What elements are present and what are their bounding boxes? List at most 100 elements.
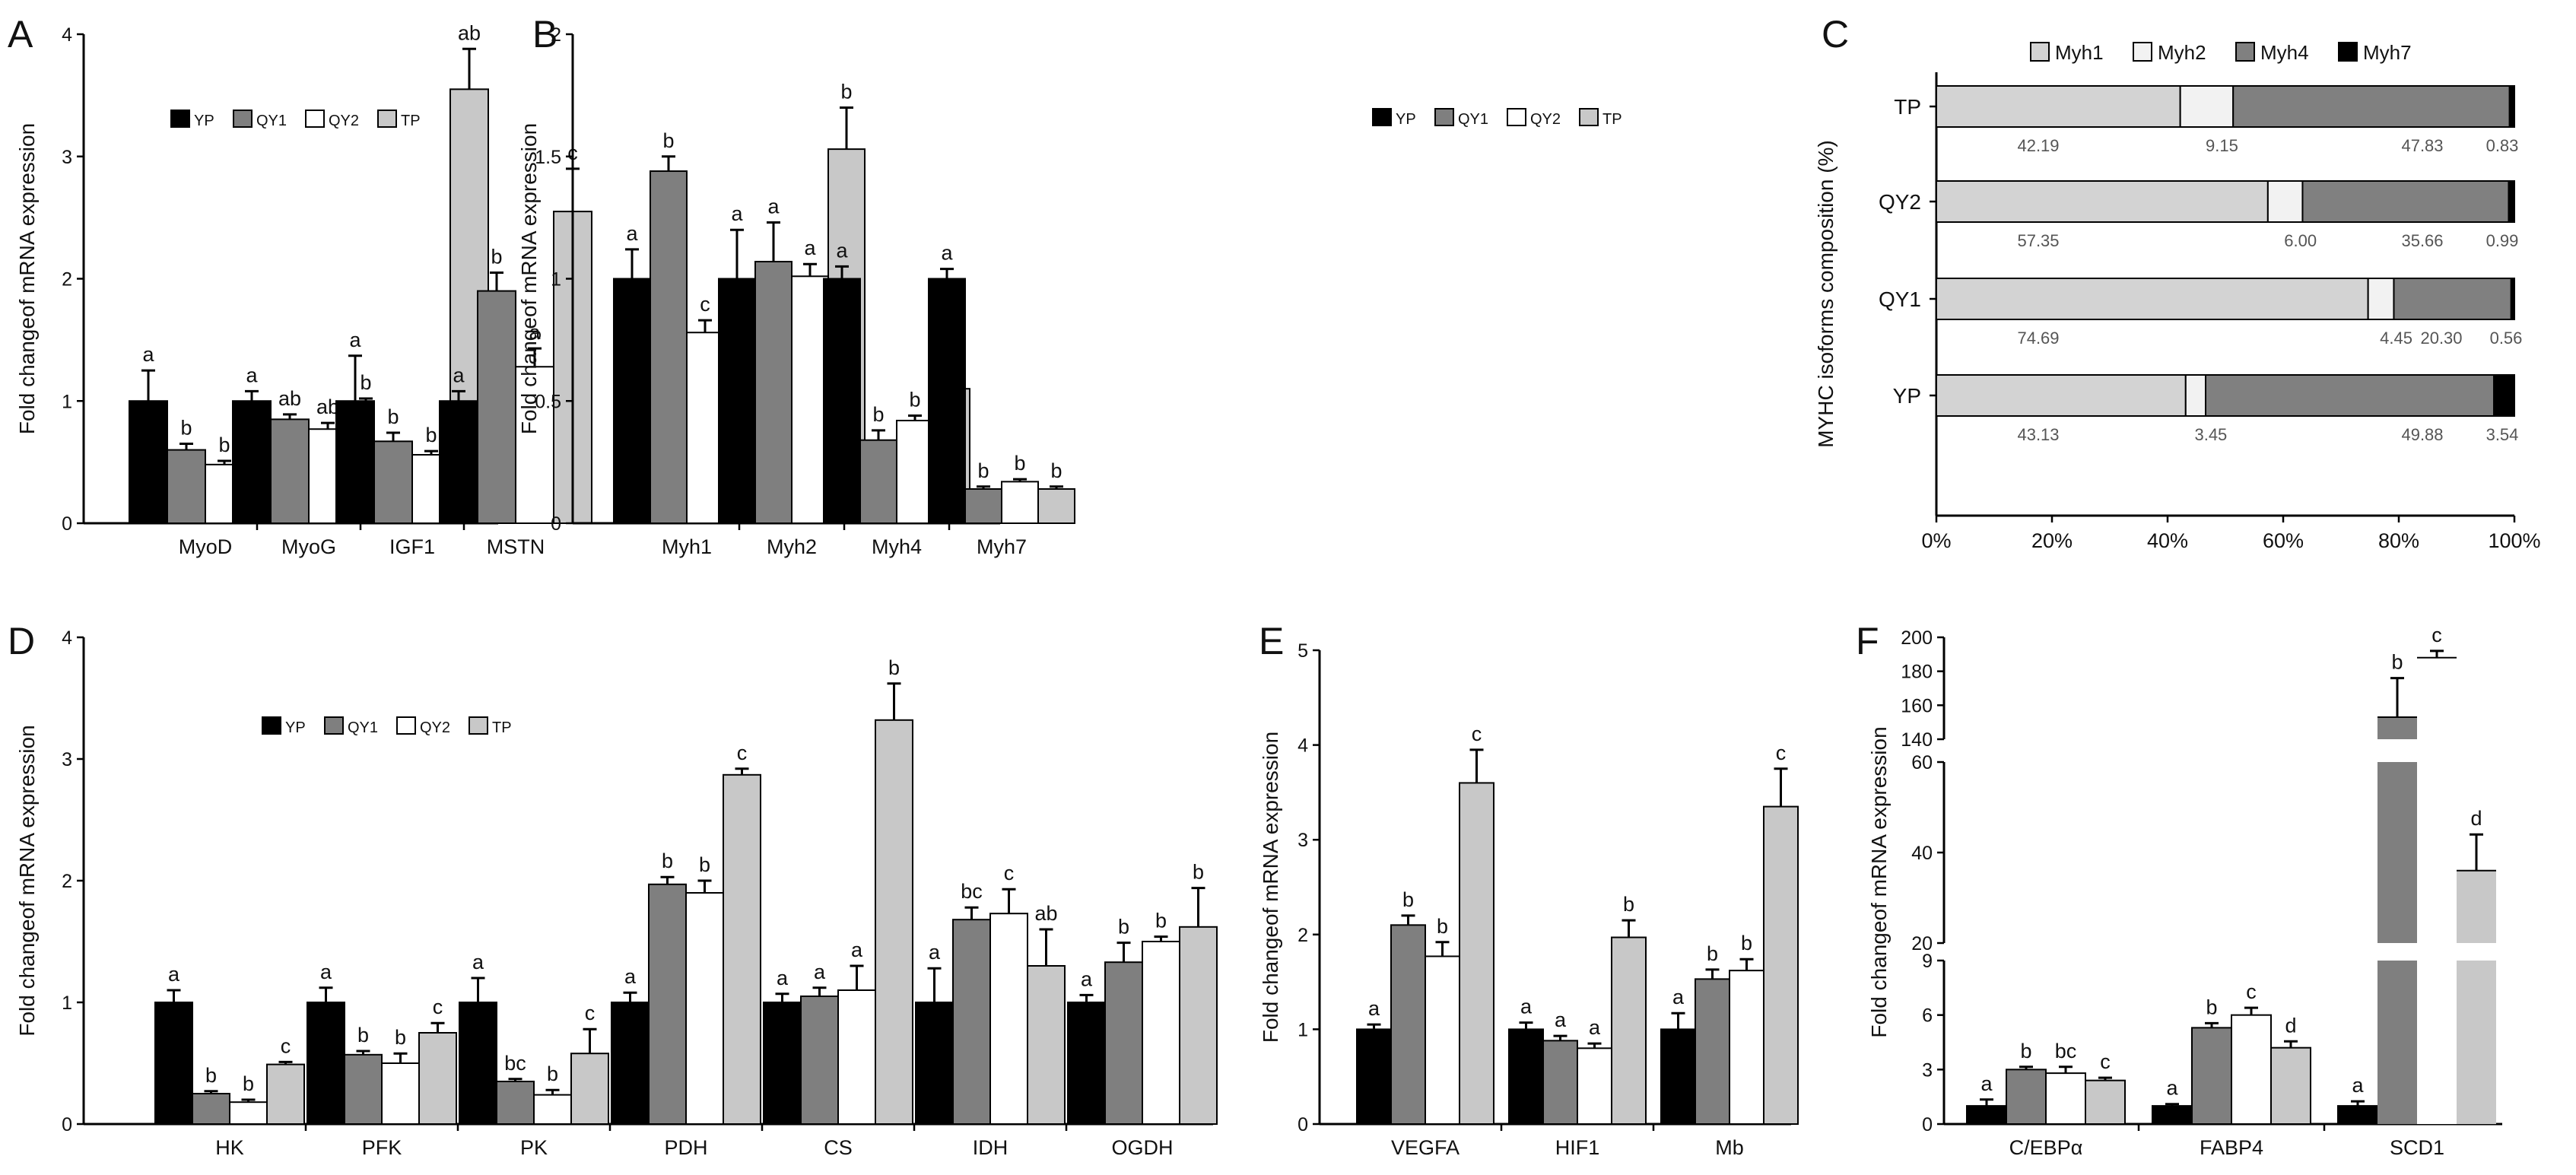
significance-letter: b (662, 849, 673, 872)
y-tick-label: 1 (1298, 1019, 1308, 1040)
significance-letter: c (281, 1034, 291, 1057)
significance-letter: bc (504, 1052, 526, 1075)
significance-letter: b (1155, 910, 1167, 932)
bar-qy1 (496, 1081, 535, 1125)
significance-letter: a (453, 364, 465, 386)
significance-letter: b (205, 1064, 217, 1087)
panel-C: C 0% 20% 40% 60% 80% 100% MYHC isoforms composi… (1814, 13, 2541, 552)
significance-letter: a (836, 239, 848, 262)
y-tick-label: 3 (62, 749, 72, 770)
bar-qy1 (1104, 961, 1143, 1125)
segment-myh2 (2266, 180, 2304, 223)
bar-qy2 (1001, 481, 1039, 524)
bar-tp-piece (2457, 961, 2496, 1124)
significance-letter: a (2166, 1077, 2178, 1100)
bar-qy2 (837, 989, 876, 1125)
segment-myh1 (1936, 374, 2187, 417)
significance-letter: a (246, 364, 258, 386)
significance-letter: b (1118, 916, 1129, 938)
significance-letter: b (1623, 893, 1634, 916)
significance-letter: b (2391, 651, 2403, 674)
significance-letter: a (1081, 967, 1093, 990)
bar-yp (335, 400, 375, 524)
bar-tp (1037, 487, 1075, 524)
legend-label: YP (1396, 111, 1416, 128)
y-tick-label: 3 (1922, 1059, 1933, 1081)
significance-letter: c (1004, 862, 1015, 884)
significance-letter: bc (2055, 1040, 2077, 1062)
segment-value-label: 0.99 (2486, 231, 2519, 250)
bar-qy1 (754, 260, 792, 524)
y-category-label: YP (1893, 384, 1921, 408)
y-tick-label: 9 (1922, 951, 1933, 972)
x-category-label: MSTN (487, 535, 545, 558)
bar-qy2 (2231, 1014, 2272, 1125)
y-tick-label: 180 (1901, 662, 1933, 683)
significance-letter: b (218, 433, 230, 456)
y-category-label: QY1 (1879, 287, 1921, 311)
legend-swatch-myh1 (2030, 42, 2050, 62)
x-tick-label: 0% (1921, 529, 1951, 552)
panel-label-C: C (1822, 13, 1849, 56)
bar-qy1 (800, 996, 839, 1125)
y-tick-label: 160 (1901, 695, 1933, 716)
bar-qy1 (952, 919, 991, 1125)
bar-tp (875, 719, 913, 1125)
bar-qy2 (791, 275, 829, 524)
bar-tp (418, 1032, 457, 1125)
significance-letter: bc (961, 880, 983, 903)
x-category-label: Myh7 (977, 535, 1027, 558)
segment-myh7 (2493, 374, 2515, 417)
bar-tp (1611, 936, 1647, 1125)
bar-qy1 (1390, 924, 1426, 1125)
x-category-label: Myh1 (662, 535, 712, 558)
significance-letter: b (1050, 459, 1062, 482)
y-tick-label: 2 (62, 871, 72, 892)
segment-value-label: 3.45 (2194, 425, 2227, 444)
legend-swatch-yp (1372, 108, 1392, 126)
significance-letter: b (699, 853, 710, 876)
segment-myh4 (2393, 278, 2512, 320)
bar-qy2 (896, 419, 934, 524)
x-category-label: IDH (973, 1136, 1008, 1159)
panel-label-E: E (1259, 620, 1284, 662)
significance-letter: ab (1034, 902, 1057, 925)
bar-qy2 (1729, 970, 1764, 1125)
bar-yp (459, 1002, 497, 1125)
bar-qy1 (1695, 978, 1730, 1126)
legend-swatch-myh4 (2235, 42, 2255, 62)
significance-letter: ab (458, 21, 481, 44)
x-category-label: MyoG (281, 535, 336, 558)
bar-qy2 (1577, 1047, 1612, 1125)
bar-yp (613, 278, 651, 524)
x-tick-label: 80% (2378, 529, 2419, 552)
bar-qy2-piece (2417, 961, 2457, 1124)
bar-yp (232, 400, 272, 524)
significance-letter: d (2285, 1014, 2296, 1037)
legend-swatch-myh7 (2338, 42, 2358, 62)
segment-value-label: 42.19 (2017, 136, 2059, 155)
significance-letter: c (2100, 1050, 2111, 1073)
y-tick-label: 1 (551, 269, 561, 291)
significance-letter: b (387, 405, 399, 428)
bar-qy2 (989, 913, 1028, 1125)
significance-letter: a (1980, 1072, 1993, 1095)
significance-letter: a (814, 961, 826, 983)
segment-value-label: 0.83 (2486, 136, 2519, 155)
bar-yp (129, 400, 168, 524)
panel-label-A: A (8, 13, 33, 56)
y-tick-label: 1 (62, 992, 72, 1014)
x-category-label: CS (824, 1136, 853, 1159)
significance-letter: b (1193, 861, 1204, 884)
significance-letter: a (472, 951, 484, 973)
segment-value-label: 49.88 (2401, 425, 2443, 444)
x-category-label: FABP4 (2200, 1136, 2263, 1159)
bar-yp (823, 278, 861, 524)
bar-yp (2152, 1105, 2193, 1125)
significance-letter: a (767, 195, 780, 218)
y-axis-label: Fold changeof mRNA expression (1259, 732, 1282, 1043)
panel-E: E 0 1 2 3 4 5 Fold changeof mRNA expression VEGF… (1259, 620, 1799, 1159)
legend-label: QY2 (420, 719, 450, 736)
legend-swatch-qy1 (1434, 108, 1454, 126)
